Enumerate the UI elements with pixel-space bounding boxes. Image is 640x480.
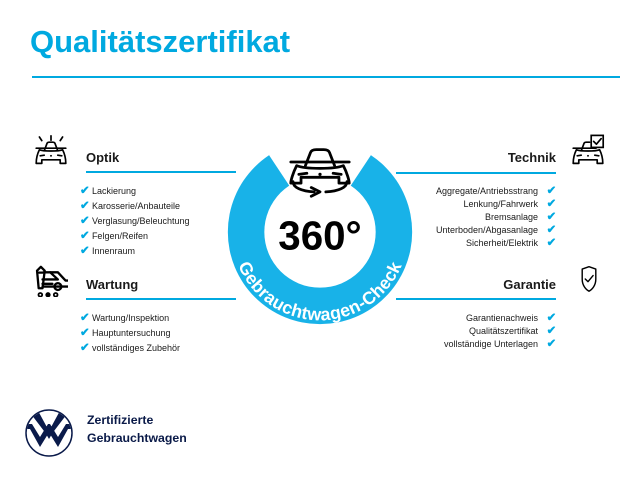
svg-text:360°: 360° <box>278 212 361 258</box>
